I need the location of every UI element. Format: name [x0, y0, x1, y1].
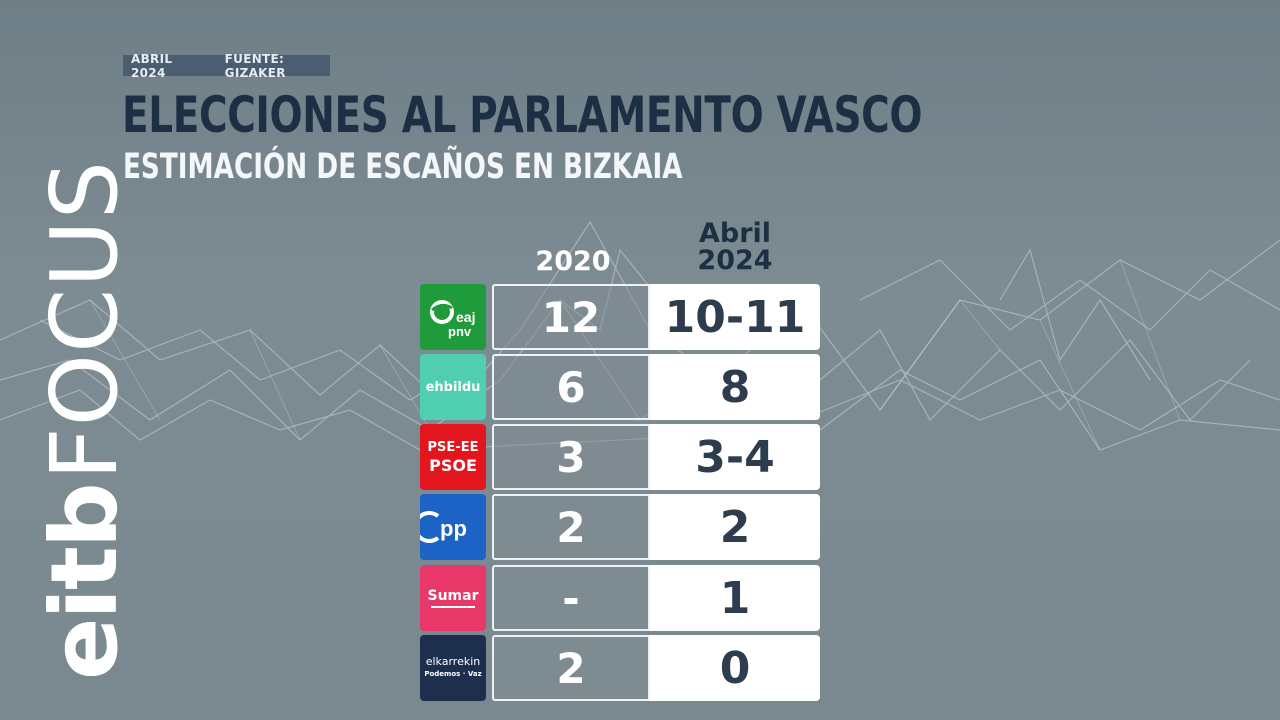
column-header-2024-line2: 2024 [697, 245, 773, 276]
sumar-logo-underline [431, 606, 475, 608]
seats-2024-cell: 2 [650, 494, 820, 560]
column-header-2024-line1: Abril [698, 218, 772, 249]
seats-2024-cell: 8 [650, 354, 820, 420]
page-title: ELECCIONES AL PARLAMENTO VASCO [122, 86, 923, 144]
column-header-2020: 2020 [535, 246, 611, 277]
sumar-logo-icon: Sumar [420, 565, 486, 631]
table-row-pp: pp 2 2 [420, 494, 821, 560]
pp-logo-icon: pp [420, 494, 486, 560]
seats-2024-cell: 0 [650, 635, 820, 701]
pnv-logo-text-1: eaj [456, 309, 475, 325]
table-row-elkarrekin: elkarrekin Podemos · Vaz 2 0 [420, 635, 821, 701]
seats-2020-cell: 2 [492, 494, 650, 560]
psoe-logo-text-1: PSE-EE [427, 440, 479, 455]
eitb-focus-logo: eitb FOCUS [30, 160, 140, 680]
logo-eitb-text: eitb [31, 484, 138, 680]
meta-bar: ABRIL 2024 FUENTE: GIZAKER [123, 52, 330, 80]
ehbildu-logo-icon: ehbildu [420, 354, 486, 420]
seats-2020-cell: 3 [492, 424, 650, 490]
pnv-logo-text-2: pnv [448, 324, 472, 339]
psoe-logo-icon: PSE-EE PSOE [420, 424, 486, 490]
elkarrekin-logo-text-2: Podemos · Vaz [424, 670, 482, 678]
seats-2024-cell: 3-4 [650, 424, 820, 490]
page-subtitle: ESTIMACIÓN DE ESCAÑOS EN BIZKAIA [123, 147, 683, 187]
seats-2020-cell: - [492, 565, 650, 631]
seats-2024-cell: 10-11 [650, 284, 820, 350]
ehbildu-logo-text: ehbildu [425, 379, 481, 395]
pp-logo-text: pp [440, 516, 467, 541]
elkarrekin-logo-text-1: elkarrekin [425, 655, 481, 668]
seats-2020-cell: 2 [492, 635, 650, 701]
column-header-2024: Abril 2024 [652, 220, 818, 274]
seats-2024-cell: 1 [650, 565, 820, 631]
table-row-ehbildu: ehbildu 6 8 [420, 354, 821, 420]
psoe-logo-text-2: PSOE [429, 456, 477, 475]
seats-2020-cell: 6 [492, 354, 650, 420]
sumar-logo-text: Sumar [427, 588, 479, 604]
table-row-pnv: eaj pnv 12 10-11 [420, 284, 821, 350]
pnv-logo-icon: eaj pnv [420, 284, 486, 350]
date-label: ABRIL 2024 [131, 51, 173, 80]
elkarrekin-logo-icon: elkarrekin Podemos · Vaz [420, 635, 486, 701]
source-label: FUENTE: GIZAKER [224, 51, 286, 80]
table-row-psoe: PSE-EE PSOE 3 3-4 [420, 424, 821, 490]
table-row-sumar: Sumar - 1 [420, 565, 821, 631]
seats-2020-cell: 12 [492, 284, 650, 350]
logo-focus-text: FOCUS [31, 159, 138, 481]
